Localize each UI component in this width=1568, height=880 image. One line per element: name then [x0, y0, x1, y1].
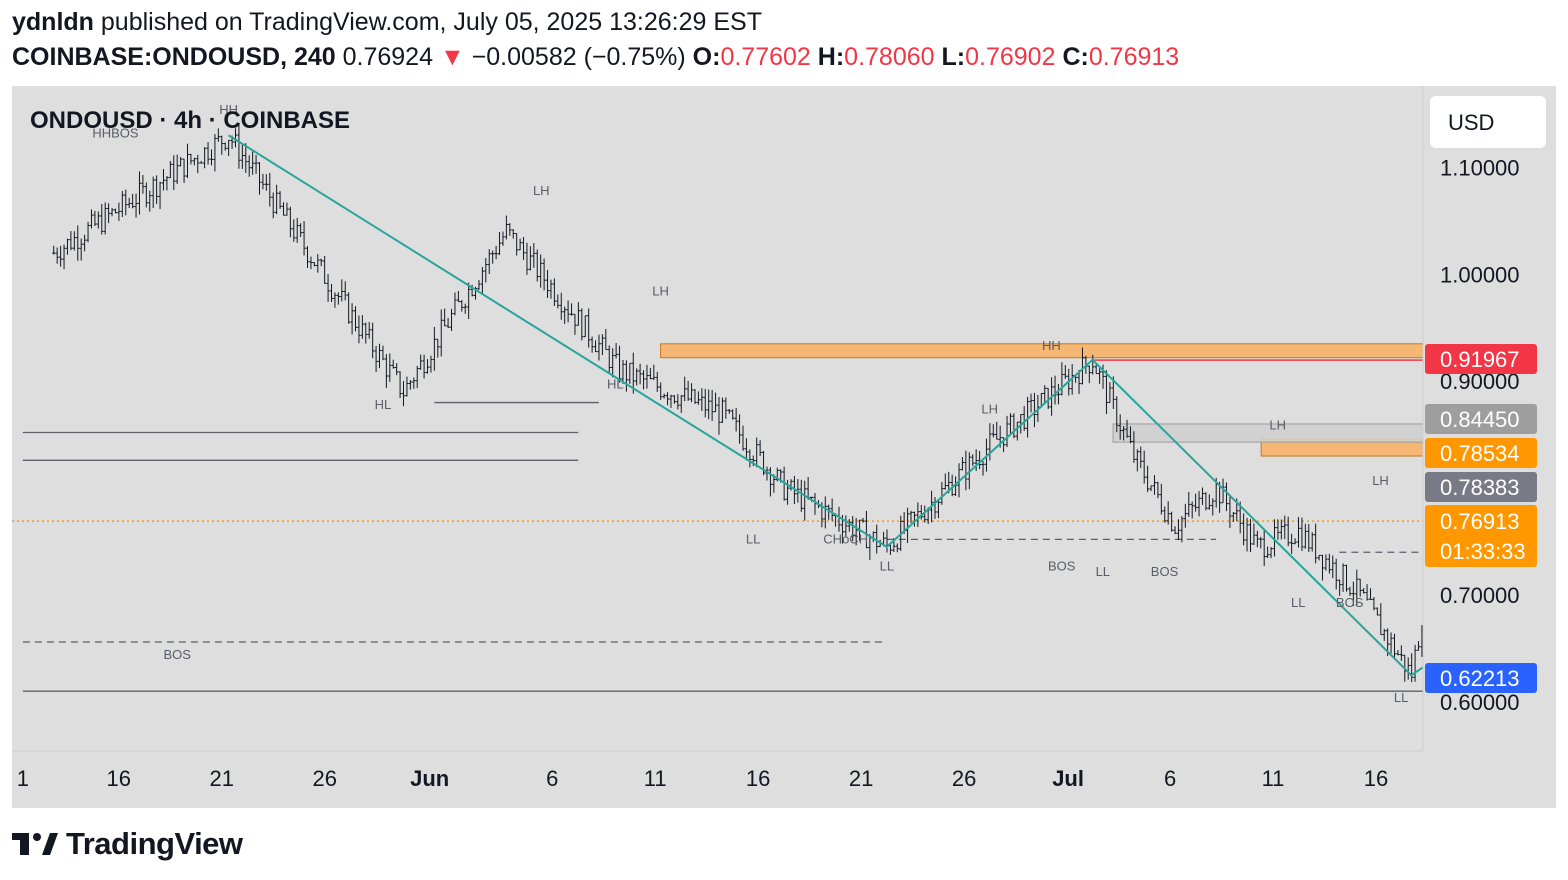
x-tick-label: 26 [952, 766, 976, 791]
symbol-interval[interactable]: COINBASE:ONDOUSD, 240 [12, 43, 336, 71]
x-tick-label: Jun [410, 766, 449, 791]
price-tag-value: 0.76913 [1440, 509, 1520, 534]
low-value: 0.76902 [965, 43, 1056, 71]
x-tick-label: 21 [210, 766, 234, 791]
price-tag [1425, 663, 1537, 693]
price-tag [1425, 472, 1537, 502]
structure-label: BOS [1151, 564, 1179, 579]
chart-frame: 4h4h4h4h HHHHBOSLHLHHLHLHHLHLHLHHHBOSHHH… [12, 86, 1568, 808]
structure-label: HHBOS [92, 125, 139, 140]
y-tick-label: 0.70000 [1440, 583, 1520, 608]
structure-label: HH [1042, 338, 1061, 353]
structure-label: LL [880, 558, 894, 573]
x-tick-label: 21 [849, 766, 873, 791]
x-tick-label: 26 [312, 766, 336, 791]
high-label: H: [817, 43, 845, 71]
structure-label: LH [1372, 473, 1389, 488]
structure-label: BOS [1336, 595, 1364, 610]
open-value: 0.77602 [720, 43, 811, 71]
x-tick-label: Jul [1052, 766, 1084, 791]
x-tick-label: 16 [1364, 766, 1388, 791]
chart-title: ONDOUSD · 4h · COINBASE [30, 107, 350, 134]
high-value: 0.78060 [844, 43, 935, 71]
price-tag-value: 0.78383 [1440, 475, 1520, 500]
structure-label: LL [1394, 690, 1408, 705]
structure-label: LL [1096, 564, 1110, 579]
y-tick-label: 1.00000 [1440, 262, 1520, 287]
structure-label: LL [746, 532, 760, 547]
last-price: 0.76924 [342, 43, 433, 71]
structure-label: HL [375, 397, 392, 412]
author-name[interactable]: ydnldn [12, 8, 94, 36]
low-label: L: [941, 43, 966, 71]
close-label: C: [1062, 43, 1089, 71]
price-tag-value: 0.78534 [1440, 441, 1520, 466]
price-tag-value: 0.62213 [1440, 666, 1520, 691]
price-tag [1425, 344, 1537, 374]
x-tick-label: 11 [644, 766, 667, 791]
structure-label: LH [533, 183, 550, 198]
price-tag [1425, 438, 1537, 468]
zigzag-projection-line [228, 134, 1568, 677]
published-text: published on TradingView.com, July 05, 2… [100, 8, 762, 36]
structure-label: BOS [1048, 558, 1076, 573]
y-tick-label: 1.10000 [1440, 155, 1520, 180]
structure-label: LL [1291, 595, 1305, 610]
x-tick-label: 16 [107, 766, 131, 791]
chart-canvas[interactable]: 4h4h4h4h HHHHBOSLHLHHLHLHHLHLHLHHHBOSHHH… [12, 86, 1568, 808]
close-value: 0.76913 [1088, 43, 1180, 71]
structure-label: LH [1269, 417, 1286, 432]
x-tick-label: 11 [1262, 766, 1285, 791]
price-tag-value: 0.91967 [1440, 347, 1520, 372]
open-label: O: [692, 43, 721, 71]
x-tick-label: 6 [1164, 766, 1176, 791]
price-tag-value: 0.84450 [1440, 407, 1520, 432]
x-tick-label: 6 [546, 766, 558, 791]
structure-label: CHoCH [823, 532, 868, 547]
change-arrow-icon: ▼ [439, 43, 465, 71]
structure-label: LH [652, 284, 669, 299]
y-tick-label: 0.60000 [1440, 690, 1520, 715]
price-change: −0.00582 (−0.75%) [471, 43, 686, 71]
structure-label: HL [607, 377, 624, 392]
zone-orange-0 [660, 343, 1568, 359]
price-tag [1425, 404, 1537, 434]
publish-header: ydnldn published on TradingView.com, Jul… [12, 8, 762, 37]
structure-label: BOS [163, 647, 191, 662]
price-tag [1425, 505, 1537, 567]
tradingview-brand: TradingView [66, 826, 243, 861]
x-tick-label: 16 [746, 766, 770, 791]
tradingview-footer: TradingView [12, 826, 243, 862]
structure-label: LH [981, 401, 998, 416]
structure-label: HH [219, 102, 238, 117]
currency-label: USD [1448, 110, 1494, 135]
symbol-header: COINBASE:ONDOUSD, 240 0.76924 ▼ −0.00582… [12, 43, 1179, 72]
tradingview-logo-icon [12, 833, 58, 855]
x-tick-label: 1 [17, 766, 29, 791]
bar-countdown: 01:33:33 [1440, 539, 1526, 564]
currency-button[interactable]: USD [1430, 96, 1546, 148]
